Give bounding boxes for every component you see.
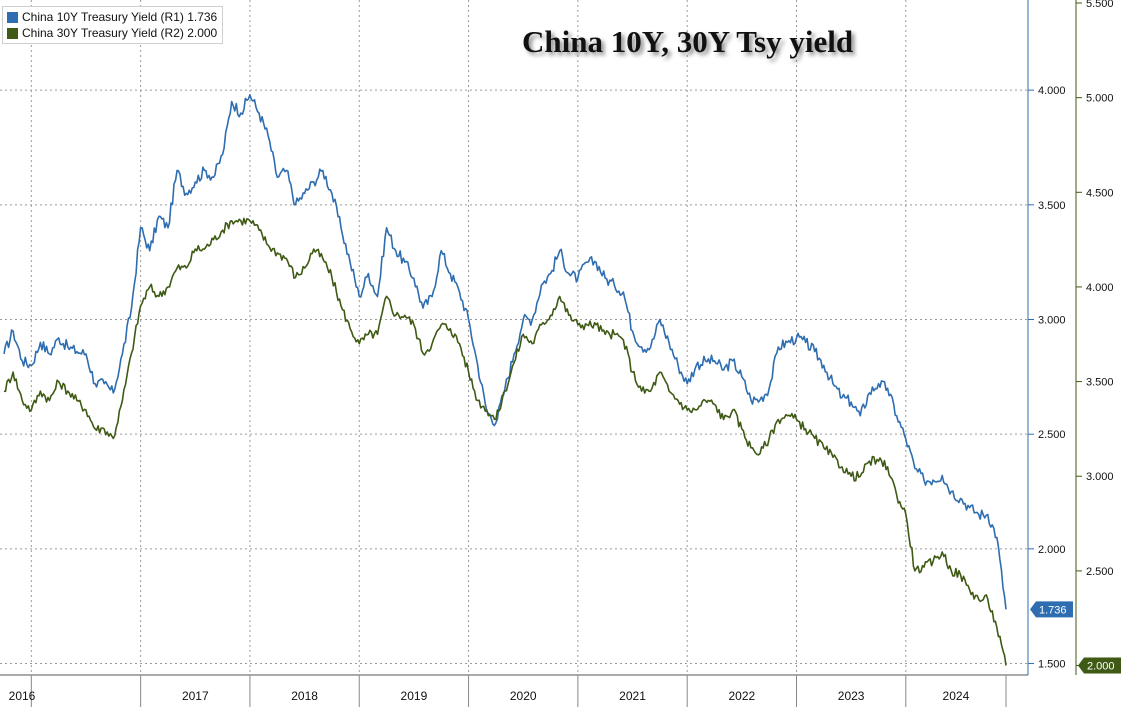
r2-tick-label: 2.500 — [1086, 566, 1114, 578]
r2-tick-label: 5.000 — [1086, 93, 1114, 105]
legend-label-30y: China 30Y Treasury Yield (R2) — [22, 26, 184, 40]
legend-value-10y: 1.736 — [187, 10, 218, 24]
x-tick-label: 2024 — [943, 689, 970, 703]
r2-tick-label: 3.000 — [1086, 471, 1114, 483]
r2-tick-label: 4.500 — [1086, 187, 1114, 199]
x-tick-label: 2017 — [182, 689, 209, 703]
r1-tick-label: 1.500 — [1038, 659, 1066, 671]
series-lines — [3, 93, 1007, 666]
r1-tick-label: 2.000 — [1038, 544, 1066, 556]
x-tick-label: 2020 — [510, 689, 537, 703]
x-tick-label: 2019 — [401, 689, 428, 703]
legend-label-10y: China 10Y Treasury Yield (R1) — [22, 10, 184, 24]
x-tick-label: 2018 — [291, 689, 318, 703]
series-line-10y — [3, 93, 1007, 610]
x-tick-label: 2023 — [838, 689, 865, 703]
chart-title: China 10Y, 30Y Tsy yield — [522, 24, 854, 59]
end-label-box-30y — [1078, 657, 1121, 674]
r2-tick-label: 3.500 — [1086, 377, 1114, 389]
x-tick-label: 2021 — [619, 689, 646, 703]
series-line-30y — [3, 217, 1007, 666]
legend-swatch-30y — [7, 27, 18, 39]
legend-swatch-10y — [7, 11, 18, 23]
end-label-box-10y — [1030, 601, 1073, 618]
y-axes: 1.500 2.000 2.500 3.000 3.500 4.000 2.000 2.500… — [1027, 0, 1114, 675]
r1-tick-label: 4.000 — [1038, 85, 1066, 97]
legend-value-30y: 2.000 — [187, 26, 218, 40]
x-tick-label: 2016 — [9, 689, 36, 703]
legend: China 10Y Treasury Yield (R1) 1.736 Chin… — [2, 6, 224, 44]
end-label-value-10y: 1.736 — [1039, 604, 1067, 616]
r1-tick-label: 2.500 — [1038, 429, 1066, 441]
end-labels: 1.736 2.000 — [1030, 601, 1121, 674]
end-label-value-30y: 2.000 — [1087, 661, 1115, 673]
r1-tick-label: 3.500 — [1038, 200, 1066, 212]
r1-tick-label: 3.000 — [1038, 315, 1066, 327]
grid — [0, 0, 1028, 675]
x-axis: 2016 2017 2018 2019 2020 2021 2022 2023 2024 — [0, 674, 1028, 707]
r2-tick-label: 4.000 — [1086, 282, 1114, 294]
legend-entry-30y: China 30Y Treasury Yield (R2) 2.000 — [7, 25, 217, 41]
r2-tick-label: 5.500 — [1086, 0, 1114, 10]
x-tick-label: 2022 — [728, 689, 755, 703]
legend-entry-10y: China 10Y Treasury Yield (R1) 1.736 — [7, 9, 217, 25]
